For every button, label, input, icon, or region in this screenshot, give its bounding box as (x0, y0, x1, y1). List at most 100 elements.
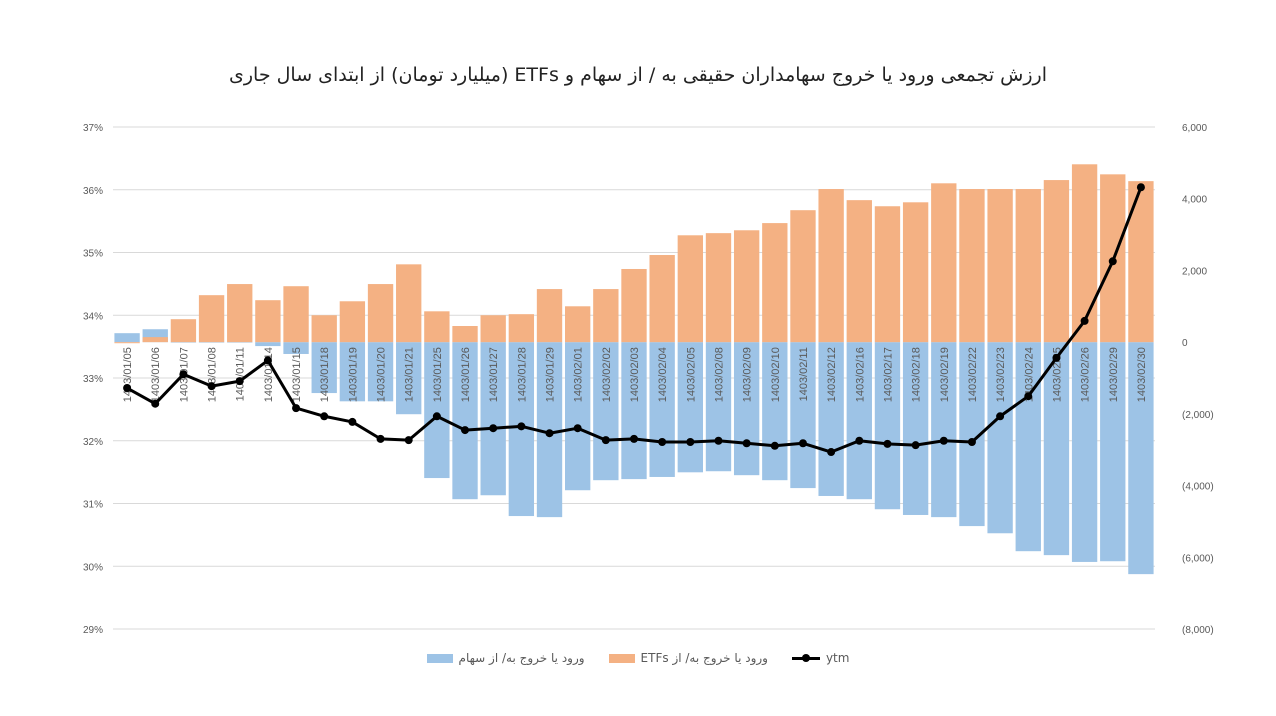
category-label: 1403/02/22 (967, 347, 979, 402)
bar-stocks (565, 342, 591, 491)
bar-stocks (593, 342, 619, 481)
legend-swatch-etfs (608, 653, 635, 663)
bar-etfs (114, 342, 140, 344)
ytm-point (1024, 392, 1033, 401)
ytm-point (770, 441, 779, 450)
ytm-point (517, 422, 526, 431)
bar-stocks (1043, 342, 1070, 556)
right-tick-label: (6,000) (1182, 553, 1214, 564)
bar-etfs (649, 255, 675, 343)
bar-etfs (762, 223, 788, 343)
ytm-point (883, 439, 892, 448)
right-tick-label: (8,000) (1182, 625, 1214, 636)
ytm-point (348, 417, 357, 426)
category-label: 1403/02/05 (685, 347, 697, 402)
ytm-point (686, 438, 695, 447)
bar-stocks (1015, 342, 1041, 552)
ytm-point (798, 439, 807, 448)
ytm-point (432, 412, 441, 421)
category-label: 1403/01/14 (263, 347, 275, 402)
bar-etfs (846, 200, 872, 343)
legend-label-stocks: ورود یا خروج به/ از سهام (458, 651, 585, 665)
bar-stocks (621, 342, 647, 480)
bar-etfs (227, 284, 253, 343)
left-tick-label: 37% (83, 123, 103, 134)
ytm-point (376, 434, 385, 443)
bar-etfs (339, 301, 366, 343)
ytm-point (658, 438, 667, 447)
bar-stocks (339, 342, 366, 402)
right-tick-label: 6,000 (1182, 123, 1207, 134)
category-label: 1403/01/20 (376, 347, 388, 402)
ytm-point (320, 412, 329, 421)
legend-item-ytm: ytm (791, 651, 849, 665)
left-tick-label: 34% (83, 311, 103, 322)
right-tick-label: 0 (1182, 338, 1188, 349)
right-tick-label: 4,000 (1182, 195, 1207, 206)
ytm-point (151, 399, 160, 408)
legend-item-etfs: ورود یا خروج به/ از ETFs (608, 651, 768, 665)
category-label: 1403/02/29 (1108, 347, 1120, 402)
category-label: 1403/01/15 (291, 347, 303, 402)
left-tick-label: 33% (83, 374, 103, 385)
bar-etfs (1015, 189, 1041, 343)
bar-stocks (198, 342, 225, 343)
bar-etfs (396, 264, 422, 343)
bar-etfs (621, 268, 647, 343)
ytm-point (855, 436, 864, 445)
bar-stocks (677, 342, 703, 473)
bar-stocks (396, 342, 422, 415)
bar-stocks (480, 342, 506, 496)
bar-stocks (424, 342, 450, 479)
category-label: 1403/02/04 (657, 347, 669, 402)
left-tick-label: 36% (83, 186, 103, 197)
bar-stocks (902, 342, 929, 515)
category-label: 1403/01/08 (207, 347, 219, 402)
ytm-point (1052, 353, 1061, 362)
category-label: 1403/02/09 (742, 347, 754, 402)
category-label: 1403/01/25 (432, 347, 444, 402)
category-label: 1403/02/01 (573, 347, 585, 402)
category-label: 1403/02/16 (854, 347, 866, 402)
bar-stocks (170, 342, 197, 343)
ytm-point (996, 412, 1005, 421)
ytm-point (123, 384, 132, 393)
bar-etfs (987, 189, 1013, 343)
ytm-point (1108, 257, 1117, 266)
right-tick-label: (4,000) (1182, 482, 1214, 493)
bar-stocks (311, 342, 337, 394)
ytm-point (714, 436, 723, 445)
bar-etfs (818, 189, 844, 343)
bar-stocks (733, 342, 760, 476)
legend-item-stocks: ورود یا خروج به/ از سهام (426, 651, 585, 665)
left-tick-label: 35% (83, 249, 103, 260)
category-label: 1403/02/30 (1136, 347, 1148, 402)
category-label: 1403/02/18 (911, 347, 923, 402)
bar-stocks (367, 342, 394, 402)
category-label: 1403/01/28 (516, 347, 528, 402)
bar-stocks (283, 342, 309, 354)
ytm-point (742, 439, 751, 448)
bar-stocks (649, 342, 675, 477)
bar-etfs (677, 235, 703, 343)
category-label: 1403/02/17 (882, 347, 894, 402)
bar-stocks (931, 342, 957, 518)
ytm-point (911, 441, 920, 450)
bar-stocks (1100, 342, 1126, 562)
category-label: 1403/02/08 (713, 347, 725, 402)
ytm-point (601, 436, 610, 445)
bar-stocks (790, 342, 816, 489)
category-label: 1403/02/10 (770, 347, 782, 402)
bar-stocks (1071, 342, 1098, 562)
left-tick-label: 29% (83, 625, 103, 636)
bar-etfs (1128, 181, 1154, 343)
category-label: 1403/01/27 (488, 347, 500, 402)
bar-stocks (762, 342, 788, 481)
bar-etfs (508, 314, 535, 343)
legend-swatch-ytm (791, 653, 820, 662)
bar-etfs (480, 315, 506, 343)
bar-stocks (114, 333, 140, 343)
left-tick-label: 32% (83, 437, 103, 448)
bar-etfs (283, 286, 309, 343)
